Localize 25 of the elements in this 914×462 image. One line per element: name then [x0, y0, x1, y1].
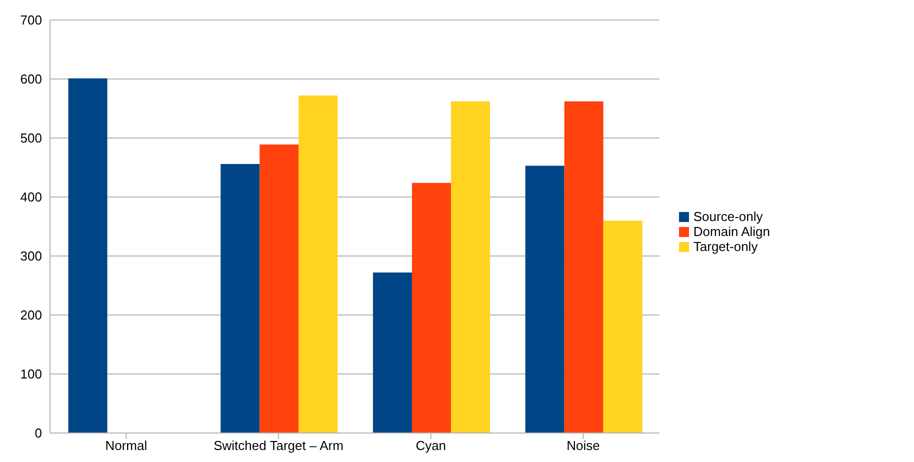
x-tick-label: Cyan	[416, 438, 446, 454]
x-tick-label: Switched Target – Arm	[214, 438, 344, 454]
y-tick-label: 100	[20, 366, 42, 382]
y-tick-label: 500	[20, 130, 42, 146]
legend-label: Source-only	[693, 208, 763, 224]
y-tick-label: 400	[20, 190, 42, 205]
y-tick-label: 600	[20, 72, 42, 87]
bar	[564, 101, 604, 433]
bar	[220, 164, 260, 433]
bar	[525, 166, 564, 433]
bar	[450, 101, 490, 433]
bar	[298, 96, 338, 433]
bar	[260, 144, 299, 433]
legend-label: Domain Align	[693, 224, 770, 238]
x-tick-label: Normal	[105, 438, 148, 454]
legend-label: Target-only	[693, 238, 758, 254]
bar	[412, 182, 451, 433]
x-tick-label: Noise	[566, 438, 600, 454]
bar	[372, 272, 412, 433]
y-tick-label: 0	[34, 426, 42, 441]
bar	[603, 220, 642, 433]
y-tick-label: 200	[20, 308, 42, 323]
bar	[68, 78, 108, 433]
y-tick-label: 300	[20, 248, 42, 264]
y-tick-label: 700	[20, 12, 42, 28]
